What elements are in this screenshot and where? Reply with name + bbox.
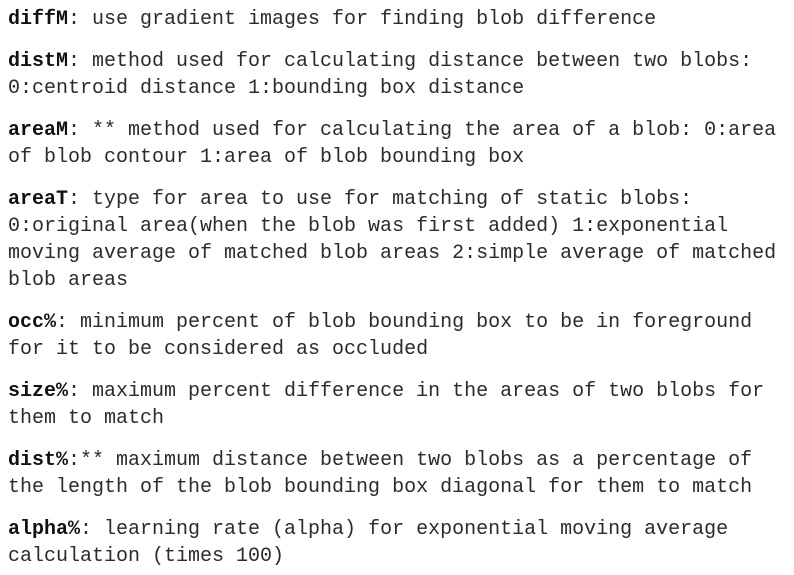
term: size% [8, 380, 69, 403]
term: areaT [8, 188, 69, 211]
definition-item: diffM: use gradient images for finding b… [8, 6, 792, 33]
term: distM [8, 50, 69, 73]
term: alpha% [8, 518, 81, 541]
description: :** maximum distance between two blobs a… [8, 449, 765, 499]
definition-item: distM: method used for calculating dista… [8, 48, 792, 102]
term: areaM [8, 119, 69, 142]
description: : type for area to use for matching of s… [8, 188, 789, 292]
description: : learning rate (alpha) for exponential … [8, 518, 741, 568]
term: diffM [8, 8, 69, 31]
term: dist% [8, 449, 69, 472]
description: : method used for calculating distance b… [8, 50, 765, 100]
definition-item: size%: maximum percent difference in the… [8, 378, 792, 432]
description: : ** method used for calculating the are… [8, 119, 789, 169]
definition-item: alpha%: learning rate (alpha) for expone… [8, 516, 792, 570]
definition-item: areaM: ** method used for calculating th… [8, 117, 792, 171]
definition-item: dist%:** maximum distance between two bl… [8, 447, 792, 501]
description: : use gradient images for finding blob d… [68, 8, 657, 31]
definition-item: occ%: minimum percent of blob bounding b… [8, 309, 792, 363]
term: occ% [8, 311, 57, 334]
definition-item: areaT: type for area to use for matching… [8, 186, 792, 294]
description: : minimum percent of blob bounding box t… [8, 311, 765, 361]
description: : maximum percent difference in the area… [8, 380, 777, 430]
